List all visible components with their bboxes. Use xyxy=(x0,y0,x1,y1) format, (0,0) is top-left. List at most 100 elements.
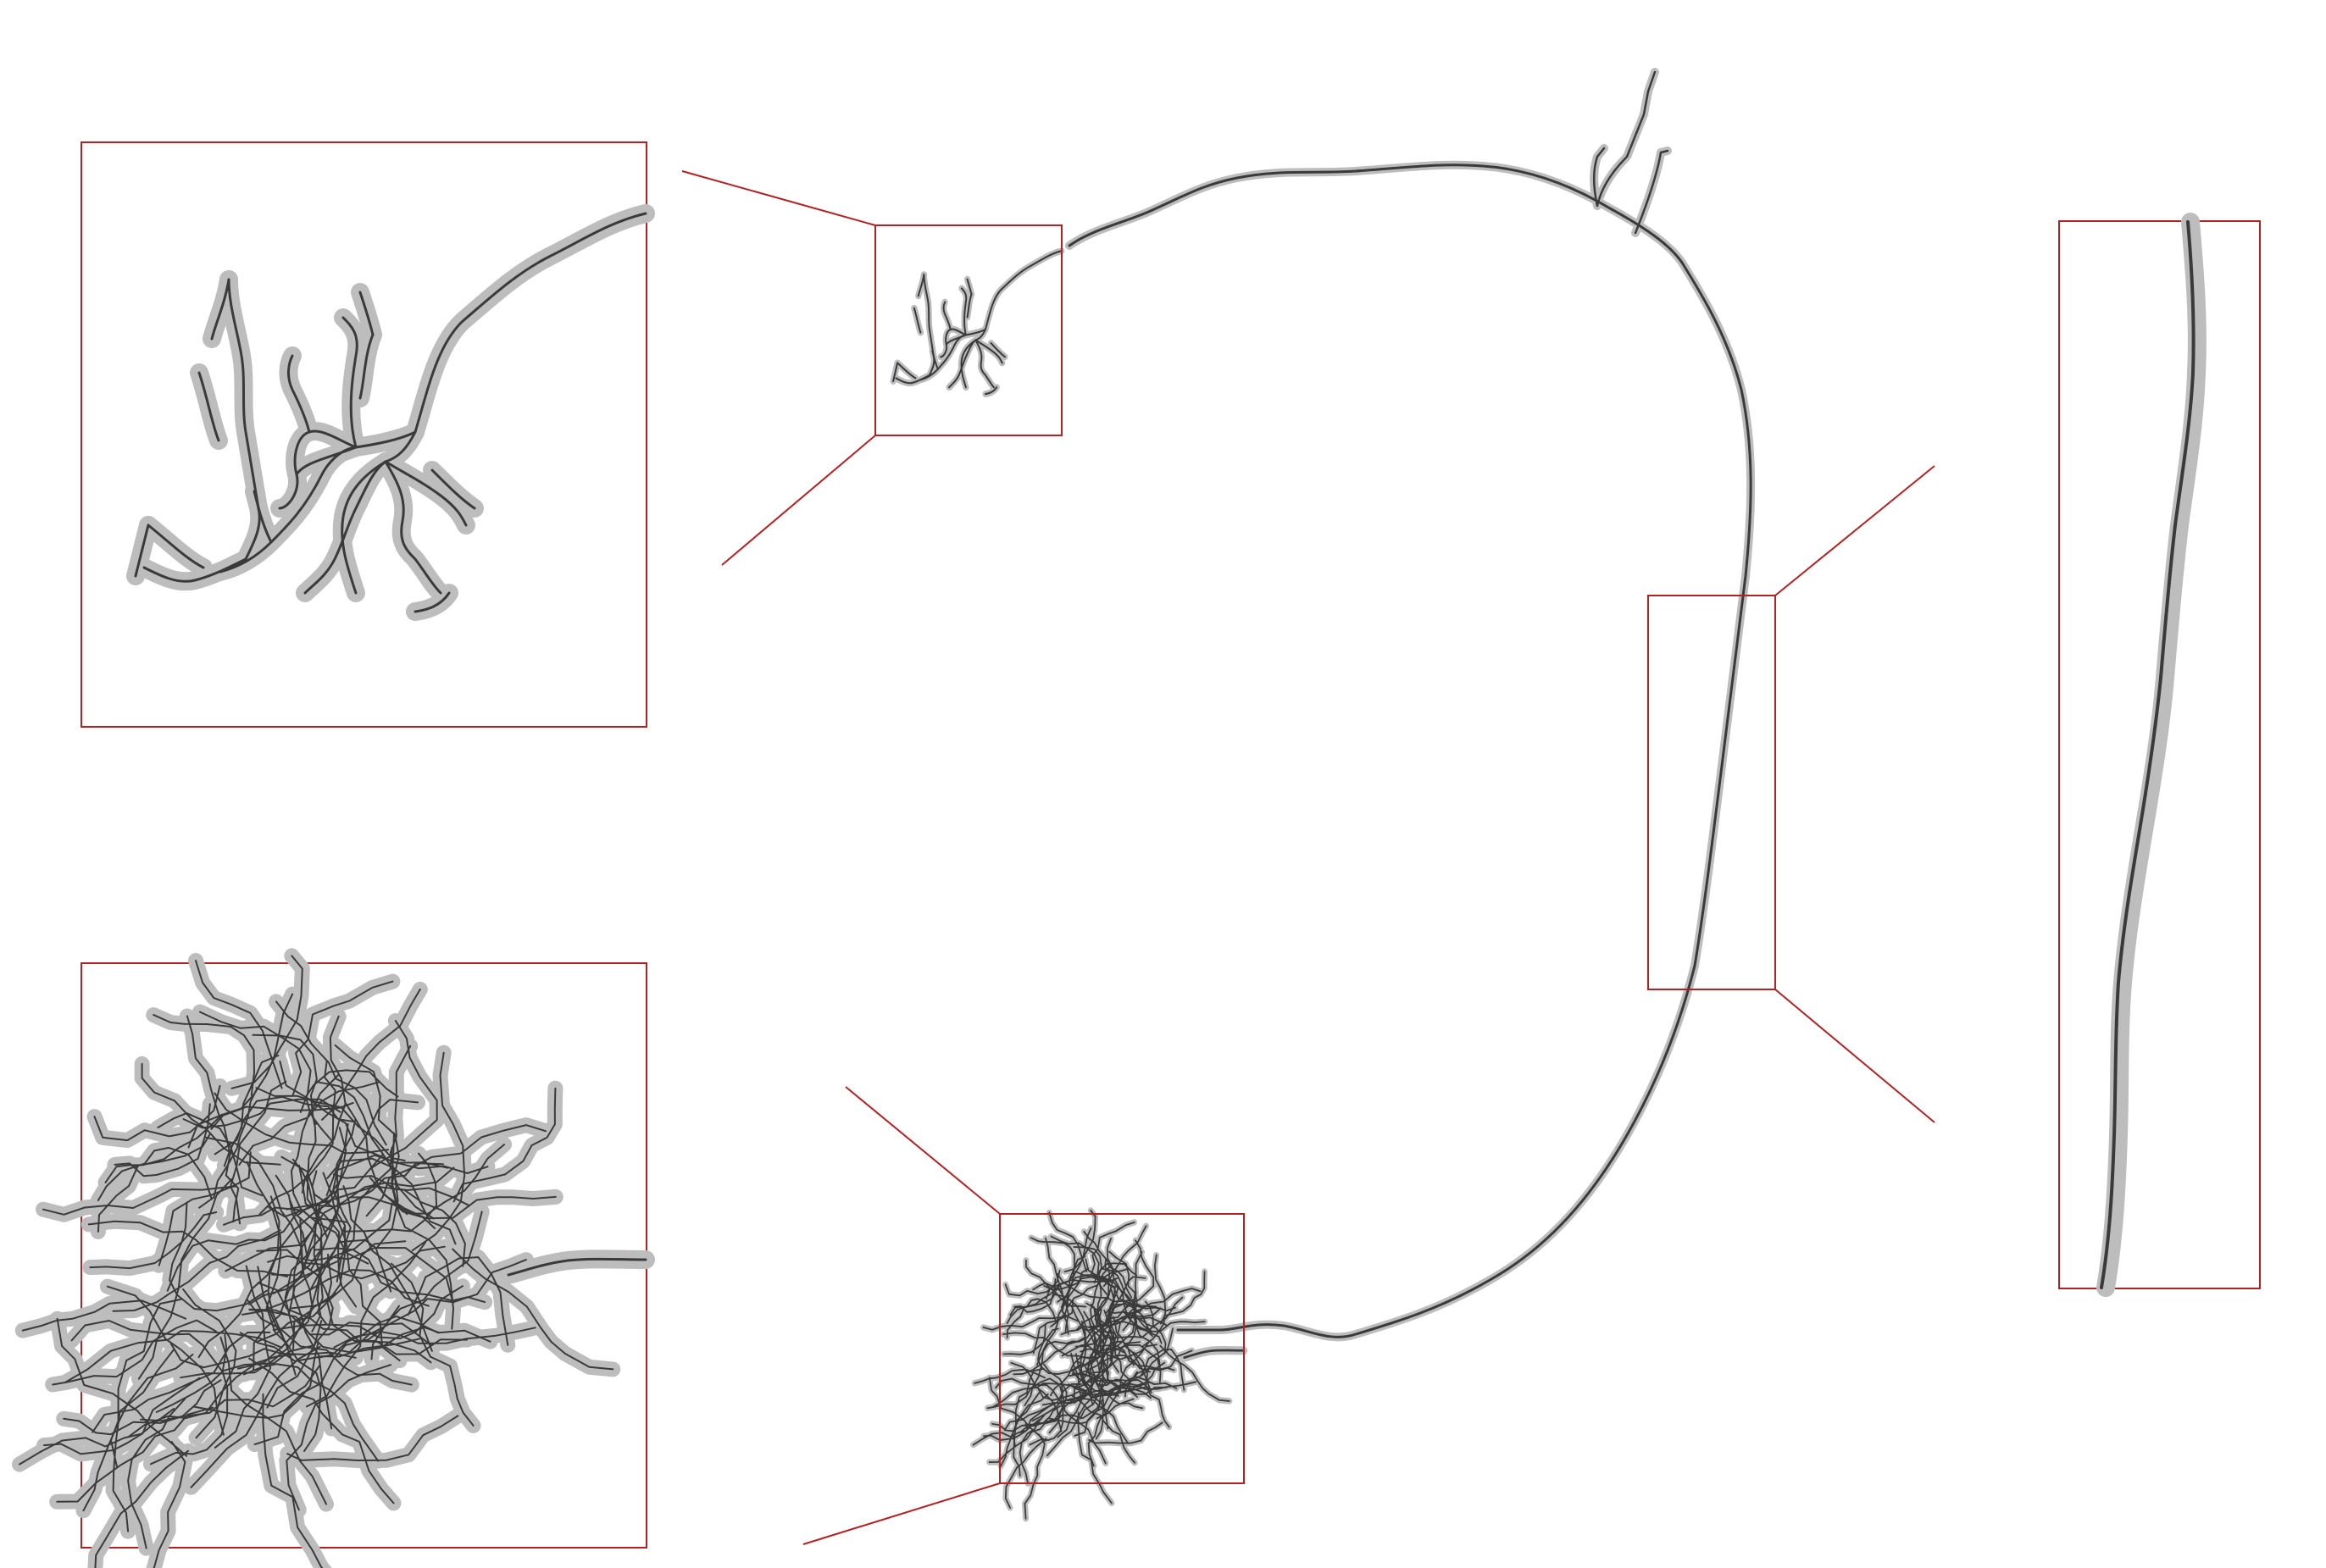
terminal-branch xyxy=(1105,1347,1168,1395)
terminal-branch xyxy=(1032,1299,1074,1355)
terminal-branch xyxy=(1019,1413,1046,1485)
terminal-branch xyxy=(1105,1303,1167,1355)
axon-shaft-leader-top xyxy=(1774,465,1935,596)
terminal-branch xyxy=(1052,1293,1100,1366)
axon-shaft-zoom-panel xyxy=(2058,213,2261,1297)
neuron-overview-halo xyxy=(890,68,1756,1522)
dendrite-branch xyxy=(895,374,930,385)
terminal-branch xyxy=(1159,1271,1206,1325)
axon-shaft-highlight-box xyxy=(1647,595,1776,990)
neuron-overview xyxy=(890,68,1756,1522)
terminal-branch xyxy=(1081,1303,1105,1359)
terminal-branch xyxy=(1013,1277,1057,1313)
terminal-zoom-core xyxy=(19,955,647,1568)
terminal-branch xyxy=(1059,1385,1107,1465)
neuron-overview-core xyxy=(892,70,1752,1520)
terminal-branch xyxy=(1032,1282,1079,1322)
terminal-branch xyxy=(321,988,421,1121)
dendrite-branch xyxy=(197,371,220,442)
terminal-branch xyxy=(87,1220,289,1277)
terminal-branch xyxy=(290,1110,347,1223)
terminal-branch xyxy=(1112,1316,1152,1393)
terminal-branch xyxy=(1047,1388,1103,1425)
dendrite-branch xyxy=(974,339,1003,364)
terminal-branch xyxy=(1055,1227,1092,1292)
terminal-branch xyxy=(180,1292,337,1379)
terminal-branch xyxy=(1088,1421,1163,1444)
terminal-branch xyxy=(56,1406,214,1503)
terminal-branch xyxy=(452,1087,557,1203)
dendrite-branch xyxy=(940,328,967,358)
terminal-branch xyxy=(210,993,294,1130)
terminal-branch xyxy=(344,1102,436,1229)
terminal-branch xyxy=(266,1247,454,1305)
dendrite-branch xyxy=(287,354,311,434)
terminal-branch xyxy=(1068,1383,1147,1399)
terminal-branch xyxy=(988,1417,1058,1463)
terminal-branch xyxy=(1096,1341,1150,1420)
terminal-branch xyxy=(253,1305,400,1446)
terminal-branch xyxy=(169,1201,268,1312)
terminal-leader-top xyxy=(845,1086,1001,1215)
terminal-branch xyxy=(452,1248,614,1371)
terminal-branch xyxy=(1159,1344,1230,1402)
dendrite-branch xyxy=(960,339,977,389)
terminal-branch xyxy=(332,1173,470,1207)
terminal-branch xyxy=(1101,1267,1153,1333)
terminal-branch xyxy=(248,1308,440,1354)
dendrite-branch xyxy=(974,250,1063,341)
dendrite-branch xyxy=(984,386,998,396)
terminal-branch xyxy=(342,1185,433,1352)
terminal-branch xyxy=(1096,1262,1138,1289)
terminal-branch xyxy=(1090,1281,1115,1334)
terminal-branch xyxy=(89,1211,218,1270)
terminal-branch xyxy=(298,1164,358,1308)
terminal-branch xyxy=(1088,1323,1135,1388)
terminal-branch xyxy=(1037,1388,1119,1401)
terminal-branch xyxy=(1098,1285,1119,1356)
terminal-branch xyxy=(1102,1225,1147,1288)
terminal-branch xyxy=(983,1404,1052,1441)
terminal-branch xyxy=(1070,1305,1090,1390)
terminal-branch xyxy=(286,1415,459,1461)
terminal-branch xyxy=(1050,1235,1100,1284)
dendrite-branch xyxy=(341,460,387,595)
terminal-branch xyxy=(214,1095,356,1155)
dendrite-branch xyxy=(295,446,358,476)
terminal-branch xyxy=(1075,1360,1152,1399)
axon-shaft-zoom-halo xyxy=(2096,213,2207,1297)
terminal-branch xyxy=(257,1240,407,1343)
dendrite-zoom-halo xyxy=(126,204,655,621)
terminal-branch xyxy=(182,1098,341,1129)
dendrite-branch xyxy=(897,362,917,380)
dendrite-branch xyxy=(942,301,952,331)
dendrite-branch xyxy=(945,334,967,346)
terminal-branch xyxy=(1073,1246,1109,1297)
dendrite-branch xyxy=(341,316,358,449)
dendrite-branch xyxy=(303,460,387,595)
terminal-branch xyxy=(1094,1238,1115,1321)
terminal-branch xyxy=(1113,1277,1153,1338)
terminal-cluster-small xyxy=(972,1210,1245,1520)
terminal-branch xyxy=(239,1332,421,1362)
terminal-branch xyxy=(246,1161,288,1345)
terminal-branch xyxy=(1046,1389,1104,1457)
terminal-highlight-box xyxy=(999,1213,1245,1484)
terminal-branch xyxy=(310,1118,357,1271)
dendrite-branch xyxy=(227,278,261,561)
terminal-branch xyxy=(1101,1376,1178,1397)
terminal-branch xyxy=(153,1441,186,1568)
terminal-branch xyxy=(166,1210,299,1292)
terminal-branch xyxy=(995,1377,1062,1403)
terminal-branch xyxy=(1071,1372,1155,1394)
terminal-trunk xyxy=(1183,1349,1245,1359)
terminal-branch xyxy=(1074,1270,1141,1306)
dendrite-branch xyxy=(966,293,973,319)
terminal-branch xyxy=(52,1319,217,1386)
terminal-branch xyxy=(1006,1298,1058,1324)
main-axon xyxy=(1068,163,1752,1338)
dendrite-zoom-core xyxy=(134,212,647,613)
terminal-branch xyxy=(299,1166,455,1276)
terminal-branch xyxy=(986,1377,1059,1410)
terminal-branch xyxy=(1098,1309,1107,1382)
